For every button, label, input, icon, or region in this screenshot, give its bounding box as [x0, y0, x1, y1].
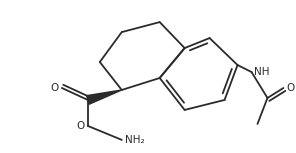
Text: O: O — [77, 121, 85, 131]
Text: O: O — [51, 83, 59, 93]
Polygon shape — [86, 90, 122, 104]
Text: NH: NH — [253, 67, 269, 77]
Text: NH₂: NH₂ — [125, 135, 144, 145]
Text: O: O — [287, 83, 295, 93]
